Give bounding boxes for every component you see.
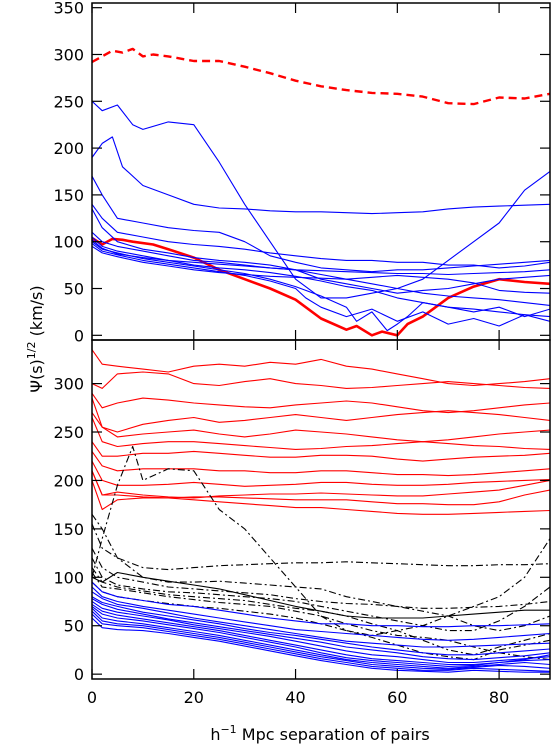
- bottom-panel: 0 50 100 150 200 250 300 0 20 40 60 80: [53, 339, 551, 707]
- top-series-line-1: [92, 236, 550, 337]
- top-y-tick-label: 100: [53, 233, 84, 252]
- top-series-group: [92, 47, 550, 337]
- top-y-tick-label: 350: [53, 0, 84, 18]
- bottom-series-line-7: [92, 451, 550, 477]
- top-series-line-8: [92, 236, 550, 318]
- top-series-line-2: [92, 100, 550, 299]
- bottom-y-tick-label: 250: [53, 423, 84, 442]
- bottom-series-line-30: [92, 610, 550, 670]
- x-tick-label: 20: [184, 688, 204, 707]
- bottom-plot-frame: [91, 339, 551, 680]
- bottom-y-tick-label: 200: [53, 471, 84, 490]
- x-tick-label: 80: [489, 688, 509, 707]
- top-panel: 0 50 100 150 200 250 300 350: [53, 0, 551, 345]
- bottom-y-tick-label: 150: [53, 520, 84, 539]
- x-tick-label: 40: [285, 688, 305, 707]
- bottom-y-tick-label: 300: [53, 375, 84, 394]
- bottom-y-tick-label: 0: [74, 665, 84, 684]
- bottom-y-tick-label: 50: [64, 617, 84, 636]
- top-y-tick-label: 200: [53, 139, 84, 158]
- bottom-series-line-32: [92, 617, 550, 673]
- top-series-line-10: [92, 243, 550, 327]
- bottom-series-line-15: [92, 547, 550, 609]
- bottom-series-line-25: [92, 598, 550, 661]
- x-tick-label: 60: [387, 688, 407, 707]
- bottom-y-tick-label: 100: [53, 568, 84, 587]
- top-series-line-11: [92, 245, 550, 294]
- top-series-line-9: [92, 241, 550, 332]
- bottom-series-line-27: [92, 603, 550, 666]
- bottom-series-line-5: [92, 417, 550, 450]
- bottom-series-line-13: [92, 523, 550, 571]
- bottom-series-line-24: [92, 596, 550, 656]
- bottom-series-line-29: [92, 607, 550, 669]
- x-tick-label: 0: [87, 688, 97, 707]
- top-axes: 0 50 100 150 200 250 300 350: [53, 0, 551, 345]
- bottom-series-line-22: [92, 586, 550, 641]
- bottom-series-line-21: [92, 581, 550, 628]
- bottom-series-line-6: [92, 441, 550, 462]
- top-series-line-4: [92, 175, 550, 273]
- bottom-series-line-1: [92, 371, 550, 389]
- bottom-series-line-9: [92, 470, 550, 499]
- y-axis-label: Ψ(s)1/2 (km/s): [25, 285, 46, 392]
- top-y-tick-label: 250: [53, 92, 84, 111]
- bottom-series-group: [92, 349, 550, 673]
- top-series-line-7: [92, 231, 550, 306]
- top-y-tick-label: 300: [53, 45, 84, 64]
- bottom-series-line-11: [92, 470, 550, 515]
- bottom-series-line-20: [92, 571, 550, 619]
- bottom-series-line-4: [92, 412, 550, 443]
- top-series-line-0: [92, 47, 550, 106]
- top-y-tick-label: 0: [74, 326, 84, 345]
- top-series-line-5: [92, 203, 550, 269]
- bottom-series-line-3: [92, 397, 550, 433]
- bottom-series-line-26: [92, 601, 550, 664]
- bottom-axes: 0 50 100 150 200 250 300 0 20 40 60 80: [53, 339, 551, 707]
- bottom-series-line-16: [92, 557, 550, 632]
- top-plot-frame: [91, 2, 551, 341]
- bottom-series-line-10: [92, 480, 550, 511]
- top-series-line-12: [92, 239, 550, 276]
- bottom-series-line-23: [92, 591, 550, 648]
- top-series-line-3: [92, 136, 550, 215]
- bottom-series-line-31: [92, 613, 550, 672]
- x-axis-label: h−1 Mpc separation of pairs: [210, 723, 429, 744]
- bottom-series-line-17: [92, 567, 550, 656]
- top-y-tick-label: 150: [53, 186, 84, 205]
- top-series-line-6: [92, 208, 550, 294]
- top-y-tick-label: 50: [64, 280, 84, 299]
- bottom-series-line-28: [92, 605, 550, 667]
- bottom-series-line-0: [92, 349, 550, 387]
- bottom-series-line-8: [92, 460, 550, 487]
- bottom-series-line-2: [92, 392, 550, 414]
